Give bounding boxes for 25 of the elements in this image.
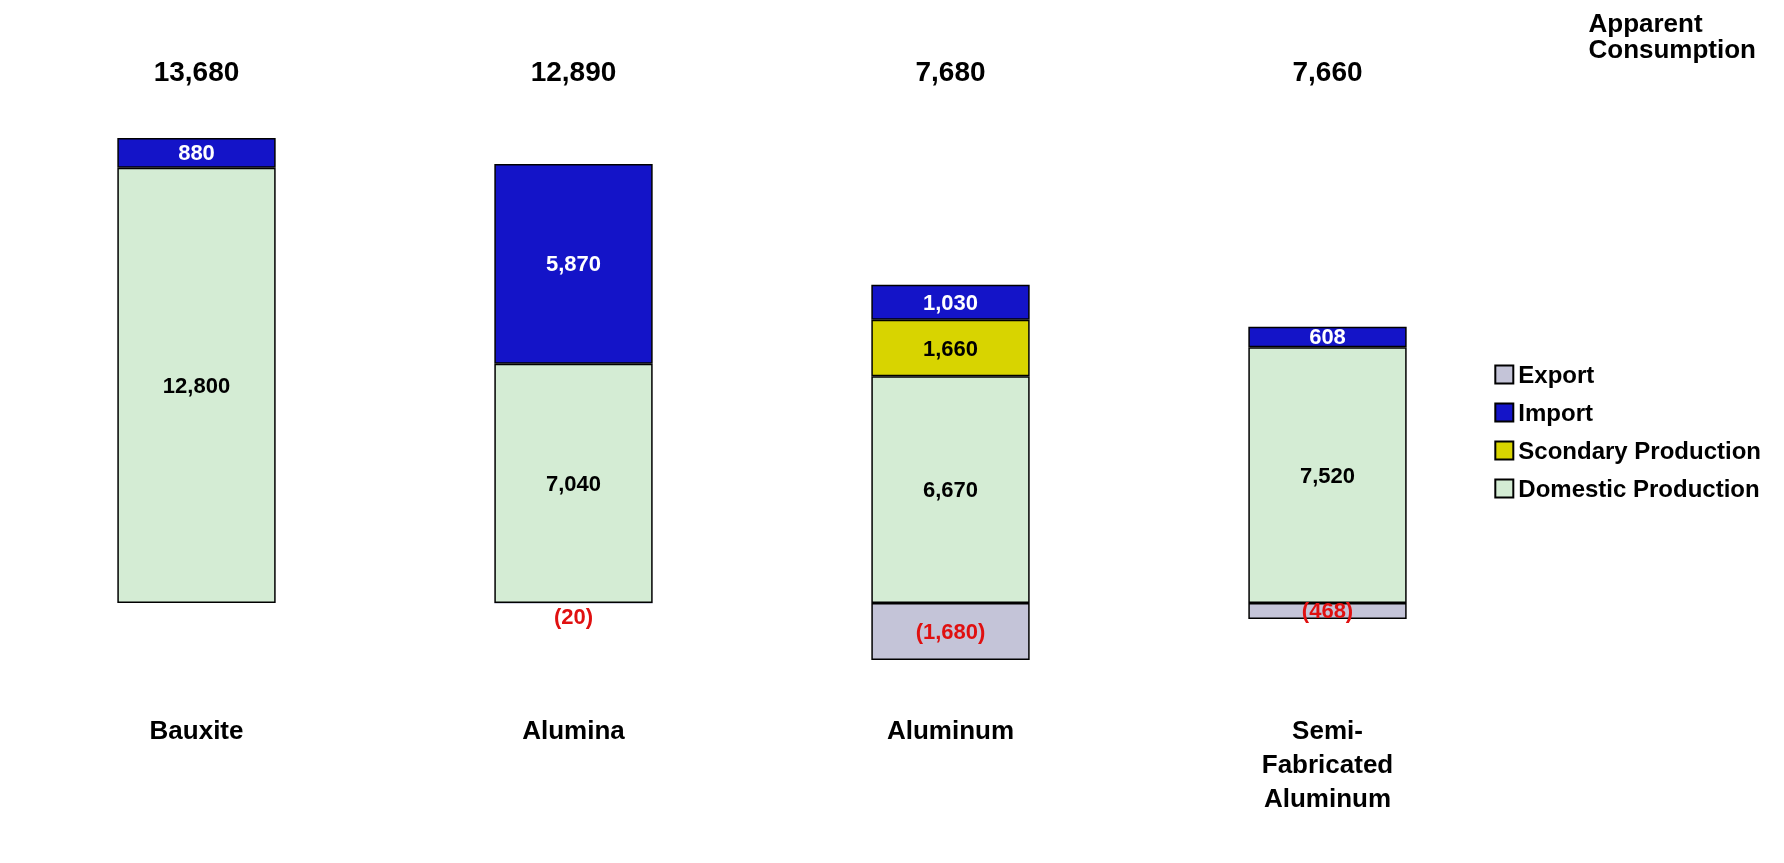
text: 13,680 — [153, 55, 240, 87]
legend-label: Import — [1518, 399, 1593, 426]
x-tick-label: Alumina — [522, 715, 626, 745]
text: 12,890 — [530, 55, 617, 87]
data-label: 880 — [178, 140, 215, 166]
text: 7,660 — [1292, 55, 1363, 87]
data-label: 1,030 — [922, 289, 979, 315]
x-tick-label: Aluminum — [886, 715, 1015, 745]
x-tick-label: Semi-Fabricated Aluminum — [1261, 715, 1394, 813]
data-label: 1,660 — [922, 335, 979, 361]
data-label: 7,040 — [545, 470, 602, 496]
text: Apparent Consumption — [1588, 8, 1756, 64]
data-label: 12,800 — [162, 372, 231, 398]
text: 7,680 — [915, 55, 986, 87]
data-label: (20) — [553, 604, 594, 630]
legend-label: Domestic Production — [1518, 475, 1760, 502]
data-label: 7,520 — [1299, 462, 1356, 488]
legend-label: Scondary Production — [1518, 437, 1762, 464]
data-label: 5,870 — [545, 251, 602, 277]
legend-label: Export — [1518, 361, 1595, 388]
data-label: 6,670 — [922, 477, 979, 503]
data-label: (1,680) — [915, 619, 986, 645]
data-label: (468) — [1301, 598, 1354, 624]
data-label: 608 — [1309, 324, 1346, 350]
x-tick-label: Bauxite — [149, 715, 244, 745]
